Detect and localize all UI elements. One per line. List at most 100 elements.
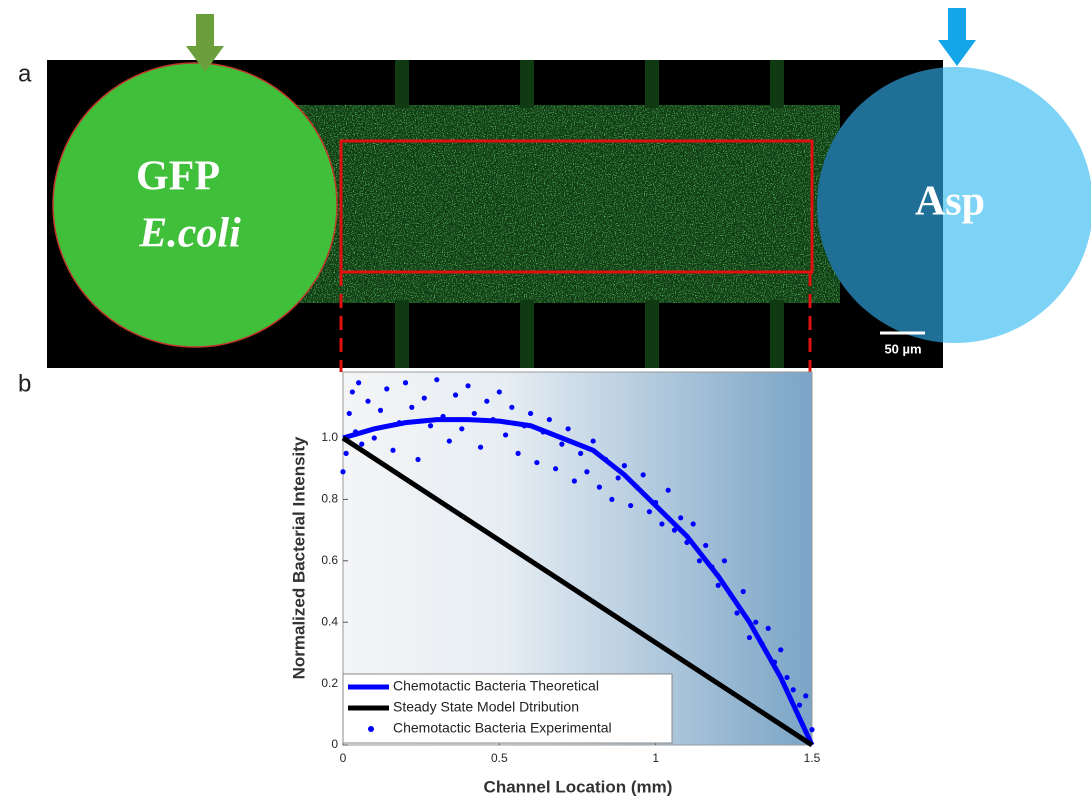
data-point (546, 416, 552, 423)
y-tick-label: 0.4 (321, 614, 338, 628)
data-point (502, 432, 509, 438)
legend-box (342, 673, 673, 744)
data-point (703, 542, 709, 549)
data-point (628, 502, 634, 509)
panel-label: a (18, 60, 32, 87)
left-reservoir (53, 63, 337, 347)
data-point (402, 380, 409, 386)
data-point (621, 463, 628, 469)
data-point (790, 687, 796, 693)
data-point (359, 441, 365, 447)
data-point (615, 475, 621, 481)
y-tick-label: 1.0 (321, 430, 338, 444)
data-point (709, 564, 715, 570)
data-point (590, 438, 596, 444)
legend-label: Steady State Model Dtribution (393, 699, 579, 715)
series-line (341, 435, 814, 748)
legend-label: Chemotactic Bacteria Theoretical (393, 678, 599, 694)
series-line (342, 417, 815, 747)
arrow (186, 14, 224, 72)
data-point (634, 484, 640, 490)
channel-network (280, 60, 840, 368)
data-point (665, 487, 671, 493)
data-point (571, 478, 577, 484)
reservoir-label: GFP (136, 154, 220, 200)
data-point (390, 447, 396, 453)
data-point (646, 509, 653, 515)
data-point (356, 380, 362, 386)
data-point (784, 674, 790, 681)
data-point (596, 484, 602, 490)
y-tick-label: 0.2 (321, 676, 338, 690)
data-point (609, 496, 615, 503)
data-point (684, 539, 690, 545)
data-point (734, 610, 740, 616)
data-point (396, 420, 402, 426)
data-point (559, 441, 565, 447)
data-point (671, 527, 678, 533)
data-point (578, 450, 584, 456)
data-point (759, 641, 765, 647)
y-tick-label: 0.6 (321, 553, 338, 567)
data-point (778, 647, 784, 653)
data-point (640, 472, 646, 478)
data-point (659, 521, 665, 527)
data-point (509, 404, 515, 410)
data-point (515, 450, 521, 456)
data-point (434, 377, 440, 383)
data-point (553, 466, 559, 472)
data-point (384, 386, 390, 392)
data-point (521, 423, 527, 429)
data-point (715, 582, 721, 588)
data-point (415, 456, 421, 463)
data-point (343, 450, 349, 456)
y-tick-label: 0 (331, 737, 338, 751)
data-point (409, 404, 415, 410)
panel-label: b (18, 370, 31, 397)
data-point (728, 591, 734, 598)
scale-label: 50 µm (884, 341, 921, 356)
region-box (339, 139, 814, 274)
data-point (427, 423, 434, 429)
data-point (459, 426, 465, 432)
legend-symbol (368, 726, 374, 732)
y-tick-label: 0.8 (321, 492, 338, 506)
x-tick-label: 0 (340, 751, 347, 765)
data-point (352, 429, 359, 435)
data-point (496, 389, 502, 395)
y-axis-label: Normalized Bacterial Intensity (289, 436, 308, 679)
arrow (938, 8, 976, 66)
data-point (809, 727, 815, 733)
data-point (452, 392, 459, 398)
data-point (534, 459, 540, 466)
data-point (740, 588, 746, 595)
data-point (653, 499, 659, 506)
legend-label: Chemotactic Bacteria Experimental (393, 720, 612, 736)
data-point (446, 438, 452, 444)
data-point (746, 634, 753, 641)
data-point (696, 558, 703, 564)
data-point (796, 702, 803, 708)
data-point (771, 659, 778, 665)
data-point (603, 456, 609, 463)
x-tick-label: 1.5 (804, 751, 821, 765)
data-point (484, 398, 490, 404)
data-point (490, 416, 496, 423)
data-point (440, 413, 446, 420)
reservoir-outline (52, 62, 338, 348)
data-point (377, 407, 384, 413)
data-point (465, 383, 471, 389)
data-point (753, 619, 759, 625)
x-tick-label: 0.5 (491, 751, 508, 765)
data-point (678, 515, 684, 521)
data-point (349, 389, 355, 395)
data-point (346, 410, 352, 417)
data-point (803, 693, 809, 699)
reservoir-label: Asp (915, 179, 985, 225)
data-point (477, 444, 484, 450)
data-point (421, 395, 427, 401)
data-point (765, 625, 771, 631)
reservoir-label: E.coli (138, 211, 241, 257)
data-point (565, 426, 571, 432)
